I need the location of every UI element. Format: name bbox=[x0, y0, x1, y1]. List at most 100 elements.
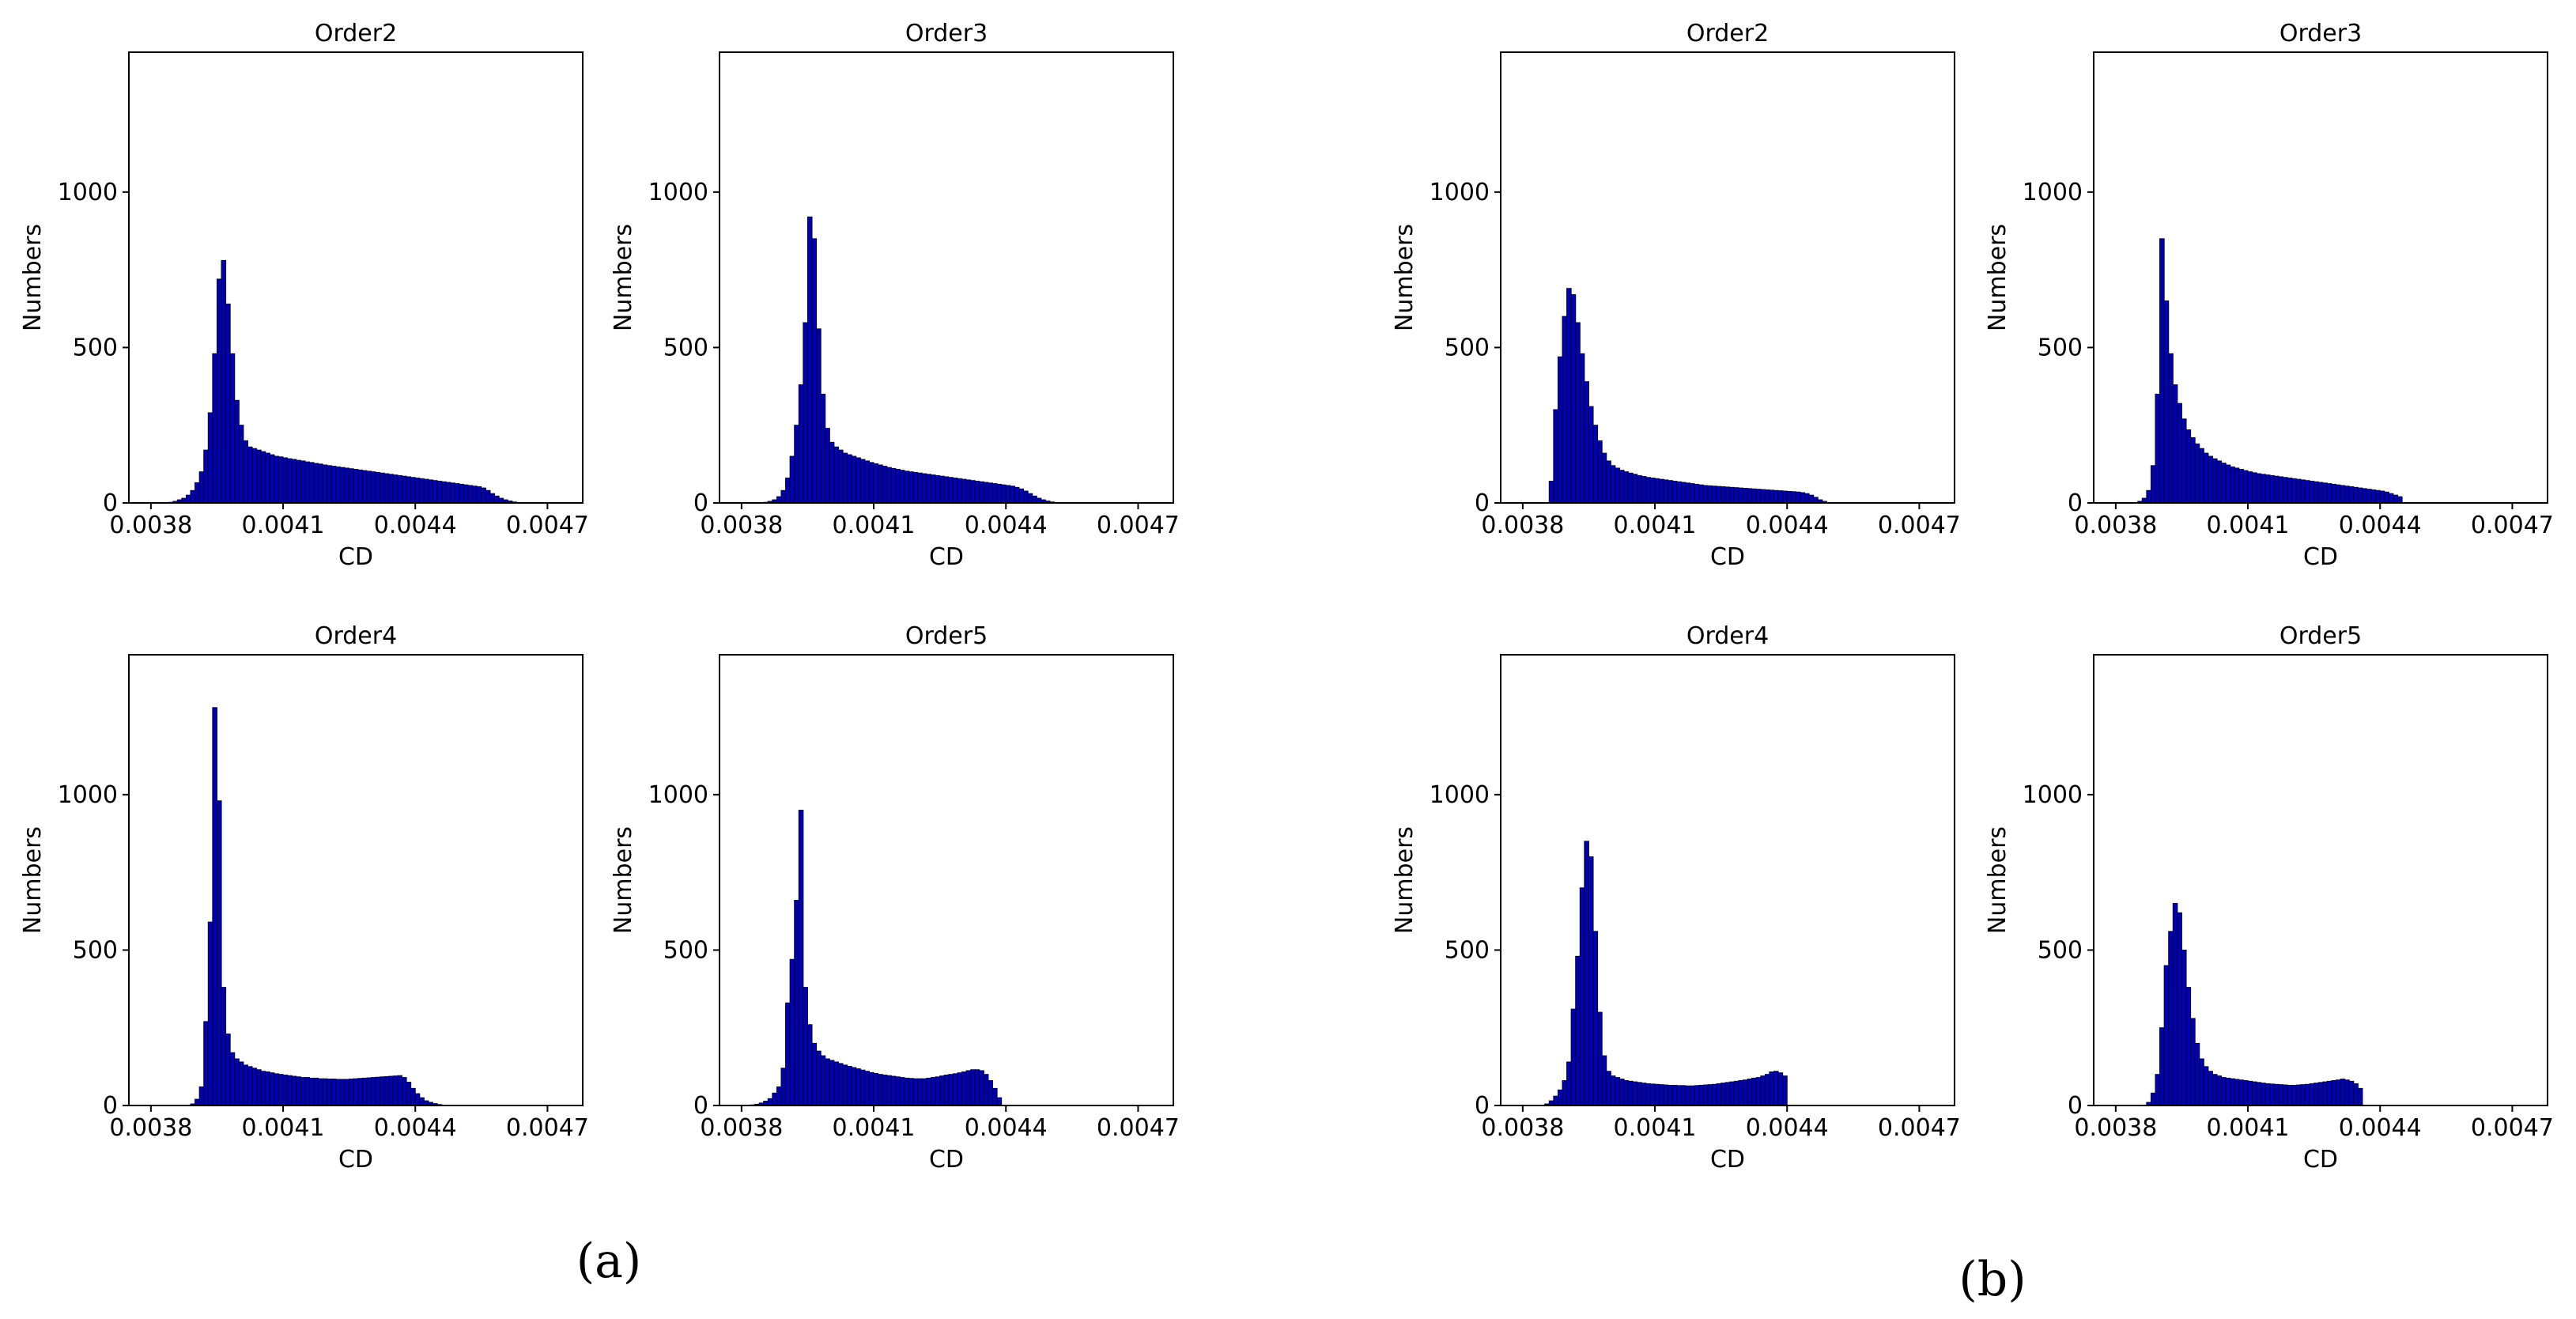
histogram-bar bbox=[308, 462, 315, 504]
histogram-bar bbox=[1743, 1079, 1748, 1106]
histogram-bar bbox=[195, 1098, 200, 1106]
histogram-bar bbox=[296, 1076, 301, 1106]
histogram-bar bbox=[1597, 440, 1603, 504]
histogram-bar bbox=[2177, 912, 2182, 1106]
x-axis-label: CD bbox=[1710, 1146, 1745, 1173]
histogram-bar bbox=[2159, 238, 2165, 504]
histogram-bar bbox=[917, 472, 923, 504]
x-tick-label: 0.0044 bbox=[965, 512, 1048, 539]
histogram-bar bbox=[1663, 1084, 1669, 1106]
histogram-1: 0.0038 0.0041 0.0044 0.0047 0 500 1000 Order3 CD… bbox=[610, 20, 1180, 571]
histogram-bar bbox=[1668, 480, 1673, 504]
histogram-bar bbox=[2393, 494, 2399, 504]
histogram-bar bbox=[445, 482, 451, 504]
histogram-bar bbox=[833, 446, 839, 504]
histogram-bar bbox=[820, 393, 826, 504]
histogram-bar bbox=[260, 451, 266, 504]
histogram-bar bbox=[1694, 1085, 1700, 1106]
histogram-bar bbox=[2242, 1080, 2249, 1106]
y-tick-label: 1000 bbox=[2023, 179, 2083, 206]
histogram-bar bbox=[1654, 1083, 1660, 1106]
histogram-bar bbox=[864, 1071, 870, 1106]
histogram-3: 0.0038 0.0041 0.0044 0.0047 0 500 1000 Order5 CD… bbox=[610, 622, 1180, 1173]
histogram-bar bbox=[221, 259, 227, 504]
histogram-bar bbox=[2252, 472, 2257, 504]
histogram-bar bbox=[318, 1078, 323, 1106]
y-axis-label: Numbers bbox=[1391, 826, 1418, 934]
histogram-bar bbox=[1808, 494, 1815, 504]
histogram-bar bbox=[397, 474, 403, 504]
histogram-bar bbox=[996, 1097, 1003, 1106]
y-tick-label: 0 bbox=[103, 1092, 118, 1120]
histogram-bar bbox=[943, 1074, 950, 1106]
histogram-bar bbox=[274, 455, 279, 504]
histogram-bar bbox=[2283, 477, 2288, 504]
histogram-bar bbox=[1733, 487, 1739, 504]
histogram-bar bbox=[2261, 474, 2266, 504]
histogram-bar bbox=[2194, 443, 2200, 504]
histogram-bar bbox=[234, 1058, 240, 1106]
histogram-bar bbox=[992, 1087, 998, 1106]
histogram-bar bbox=[847, 454, 852, 504]
histogram-bar bbox=[886, 1075, 892, 1106]
x-axis-label: CD bbox=[929, 543, 964, 571]
histogram-bar bbox=[2305, 480, 2310, 504]
histogram-bar bbox=[2357, 487, 2363, 504]
histogram-bar bbox=[203, 449, 209, 504]
plot-frame bbox=[128, 51, 584, 504]
y-tick-label: 1000 bbox=[58, 781, 118, 809]
histogram-bar bbox=[2300, 1084, 2306, 1106]
histogram-bar bbox=[2208, 1071, 2213, 1106]
histogram-bar bbox=[287, 1075, 293, 1106]
histogram-bar bbox=[1716, 486, 1722, 504]
y-axis-label: Numbers bbox=[610, 224, 637, 331]
histogram-bar bbox=[847, 1065, 852, 1106]
histogram-bar bbox=[1659, 1084, 1664, 1106]
histogram-bar bbox=[1724, 1082, 1731, 1106]
histogram-bar bbox=[1791, 491, 1796, 504]
x-tick-label: 0.0041 bbox=[833, 1114, 916, 1142]
histogram-bar bbox=[2344, 486, 2350, 504]
histogram-bar bbox=[899, 470, 905, 504]
plot-frame bbox=[719, 654, 1174, 1106]
histogram-bar bbox=[886, 467, 892, 504]
histogram-bar bbox=[349, 468, 354, 504]
y-axis-label: Numbers bbox=[1984, 224, 2011, 331]
histogram-bar bbox=[1601, 452, 1607, 504]
histogram-bar bbox=[864, 460, 870, 504]
histogram-bar bbox=[467, 485, 474, 504]
histogram-bar bbox=[895, 1076, 901, 1106]
histogram-bar bbox=[330, 466, 337, 504]
y-tick-label: 0 bbox=[2068, 489, 2083, 517]
x-tick-label: 0.0038 bbox=[700, 1114, 783, 1142]
histogram-bar bbox=[2185, 987, 2192, 1106]
histogram-bar bbox=[1618, 1079, 1625, 1106]
histogram-bar bbox=[2234, 467, 2240, 504]
histogram-6: 0.0038 0.0041 0.0044 0.0047 0 500 1000 Order4 CD… bbox=[1391, 622, 1961, 1173]
histogram-bar bbox=[767, 1098, 773, 1106]
histogram-bar bbox=[2273, 475, 2279, 504]
histogram-bar bbox=[806, 1024, 813, 1106]
x-tick-label: 0.0047 bbox=[2471, 512, 2554, 539]
histogram-2: 0.0038 0.0041 0.0044 0.0047 0 500 1000 Order4 CD… bbox=[19, 622, 589, 1173]
histogram-bar bbox=[353, 469, 359, 504]
histogram-bar bbox=[878, 1074, 883, 1106]
x-axis-label: CD bbox=[338, 543, 373, 571]
histogram-bar bbox=[2150, 465, 2156, 504]
histogram-bar bbox=[1712, 486, 1717, 504]
histogram-bar bbox=[2348, 1080, 2355, 1106]
histogram-bar bbox=[335, 1079, 341, 1106]
x-tick-label: 0.0041 bbox=[242, 1114, 325, 1142]
histogram-bar bbox=[851, 455, 857, 504]
histogram-bar bbox=[2375, 489, 2381, 504]
histogram-bar bbox=[2199, 1058, 2204, 1106]
histogram-bar bbox=[1557, 1089, 1563, 1106]
histogram-bar bbox=[349, 1079, 354, 1106]
x-tick-label: 0.0047 bbox=[1097, 1114, 1180, 1142]
histogram-bar bbox=[238, 1061, 244, 1106]
histogram-bar bbox=[882, 1074, 888, 1106]
histogram-bar bbox=[335, 466, 341, 504]
histogram-bar bbox=[2252, 1081, 2257, 1106]
histogram-bar bbox=[380, 1076, 385, 1106]
histogram-bar bbox=[1597, 1011, 1603, 1106]
